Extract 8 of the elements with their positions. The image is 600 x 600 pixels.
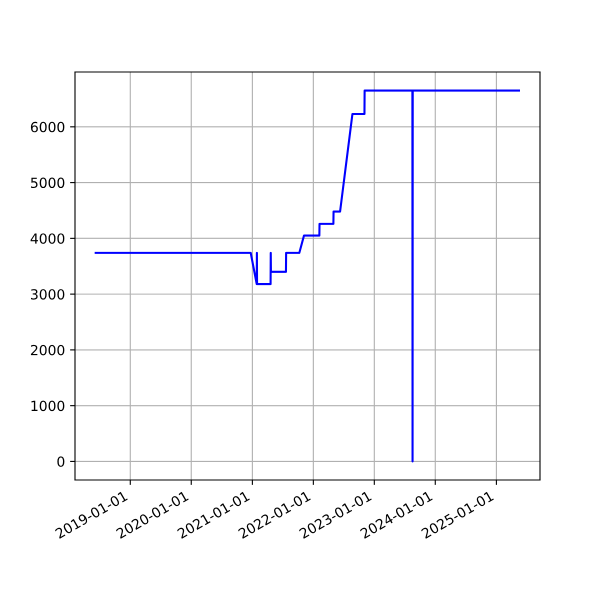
y-tick-label: 4000 <box>30 233 64 244</box>
line-series <box>94 90 520 462</box>
y-tick-label: 5000 <box>31 178 64 188</box>
y-tick-label: 3000 <box>30 289 64 300</box>
y-tick-label: 2000 <box>30 344 64 356</box>
y-tick-label: 0 <box>57 456 64 467</box>
y-tick-label: 1000 <box>31 400 64 412</box>
y-tick-label: 6000 <box>30 122 64 132</box>
